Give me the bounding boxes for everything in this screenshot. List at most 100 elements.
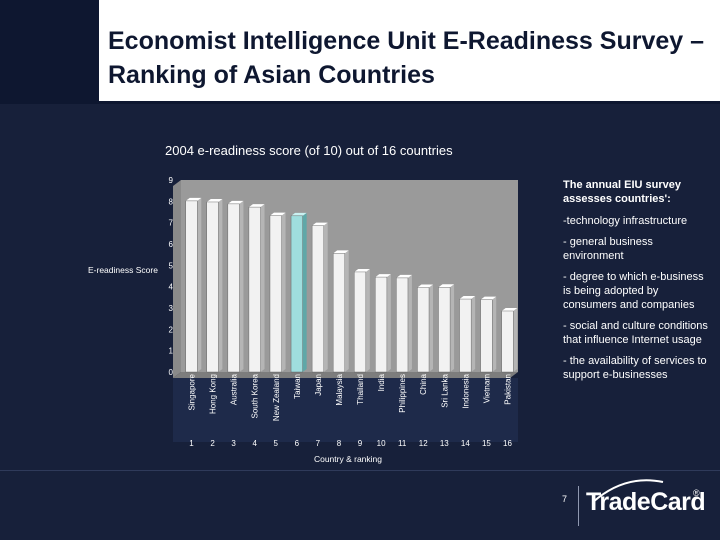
category-label: Hong Kong [209,374,218,414]
y-tick-label: 8 [169,197,174,206]
bar-top [480,296,497,300]
bar [311,225,324,373]
bar [501,310,514,373]
bar [269,215,282,373]
category-label: Taiwan [293,374,302,399]
ranking-label: 8 [337,439,342,448]
category-label: Vietnam [482,374,491,404]
bar-top [269,212,286,216]
side-note-item: - degree to which e-business is being ad… [563,271,704,311]
bar-side [239,200,244,372]
bar-top [185,197,202,201]
bar-top [312,222,328,226]
plot-floor [173,372,518,378]
y-tick-label: 1 [169,347,174,356]
ranking-label: 12 [419,439,428,448]
side-note-item: - social and culture conditions that inf… [563,320,708,346]
category-label: Malaysia [335,373,344,405]
bar [480,299,493,373]
bar-side [429,284,434,372]
bar-top [375,274,391,278]
ranking-label: 11 [398,439,407,448]
bar-side [386,274,391,372]
bar [417,287,430,373]
bar-side [365,268,370,372]
y-axis-label: E-readiness Score [88,265,158,275]
category-label: Thailand [356,374,365,405]
bar-top [248,204,265,208]
bar [396,277,409,373]
bar-top [227,200,244,204]
ranking-label: 7 [316,439,321,448]
ranking-label: 9 [358,439,363,448]
y-tick-label: 4 [169,283,174,292]
category-label: Japan [314,374,323,396]
bar-top [438,284,455,288]
side-notes: The annual EIU survey assesses countries… [563,178,711,389]
y-tick-label: 3 [169,304,174,313]
ranking-label: 2 [210,439,215,448]
bar-side [513,307,518,372]
page-title: Economist Intelligence Unit E-Readiness … [108,27,705,89]
bar-side [281,212,286,372]
side-notes-heading: The annual EIU survey assesses countries… [563,179,681,205]
logo-swoosh-icon [592,479,664,503]
chart-title: 2004 e-readiness score (of 10) out of 16… [165,143,453,158]
bar [206,201,219,373]
header: Economist Intelligence Unit E-Readiness … [0,0,720,132]
bar-top [459,296,476,300]
logo-registered-mark: ® [693,488,700,498]
ranking-label: 6 [295,439,300,448]
bar-side [302,212,307,372]
bar-side [218,198,223,372]
category-label-panel [173,378,518,442]
category-label: New Zealand [272,374,281,421]
category-label: Sri Lanka [440,373,449,407]
category-label: South Korea [251,373,260,418]
bar-side [407,274,412,372]
logo-divider [578,486,579,526]
y-tick-label: 0 [169,368,174,377]
category-label: Pakistan [503,374,512,405]
side-note-item: - the availability of services to suppor… [563,355,707,381]
bar-top [206,198,223,202]
y-tick-label: 7 [169,219,174,228]
ranking-label: 14 [461,439,470,448]
ranking-label: 3 [231,439,236,448]
ranking-label: 10 [377,439,386,448]
bar-top [354,268,370,272]
bar [354,271,367,373]
bar-top [333,250,349,254]
side-note-item: -technology infrastructure [563,215,688,227]
tradecard-logo: TradeCard [586,488,706,516]
bar [375,276,388,373]
bar-side [471,296,476,372]
bar-top [417,284,434,288]
bar-side [344,250,349,372]
footer-divider [0,470,720,471]
ranking-label: 1 [189,439,194,448]
side-note-item: - general business environment [563,236,653,262]
bar-side [260,204,265,372]
category-label: China [419,373,428,394]
title-box [98,0,720,104]
y-tick-label: 2 [169,325,174,334]
category-label: Indonesia [461,373,470,408]
page-number: 7 [562,494,568,504]
bar [459,298,472,373]
x-axis-label: Country & ranking [314,454,382,464]
ranking-label: 5 [274,439,279,448]
bar-side [323,222,328,372]
ranking-label: 13 [440,439,449,448]
title-rule-horizontal [96,101,720,104]
bar [290,215,303,373]
bar [332,253,345,373]
bar-top [291,212,307,216]
bar [185,200,198,373]
y-tick-label: 9 [169,176,174,185]
bar [438,287,451,373]
bar-top [396,274,412,278]
ranking-label: 4 [252,439,257,448]
